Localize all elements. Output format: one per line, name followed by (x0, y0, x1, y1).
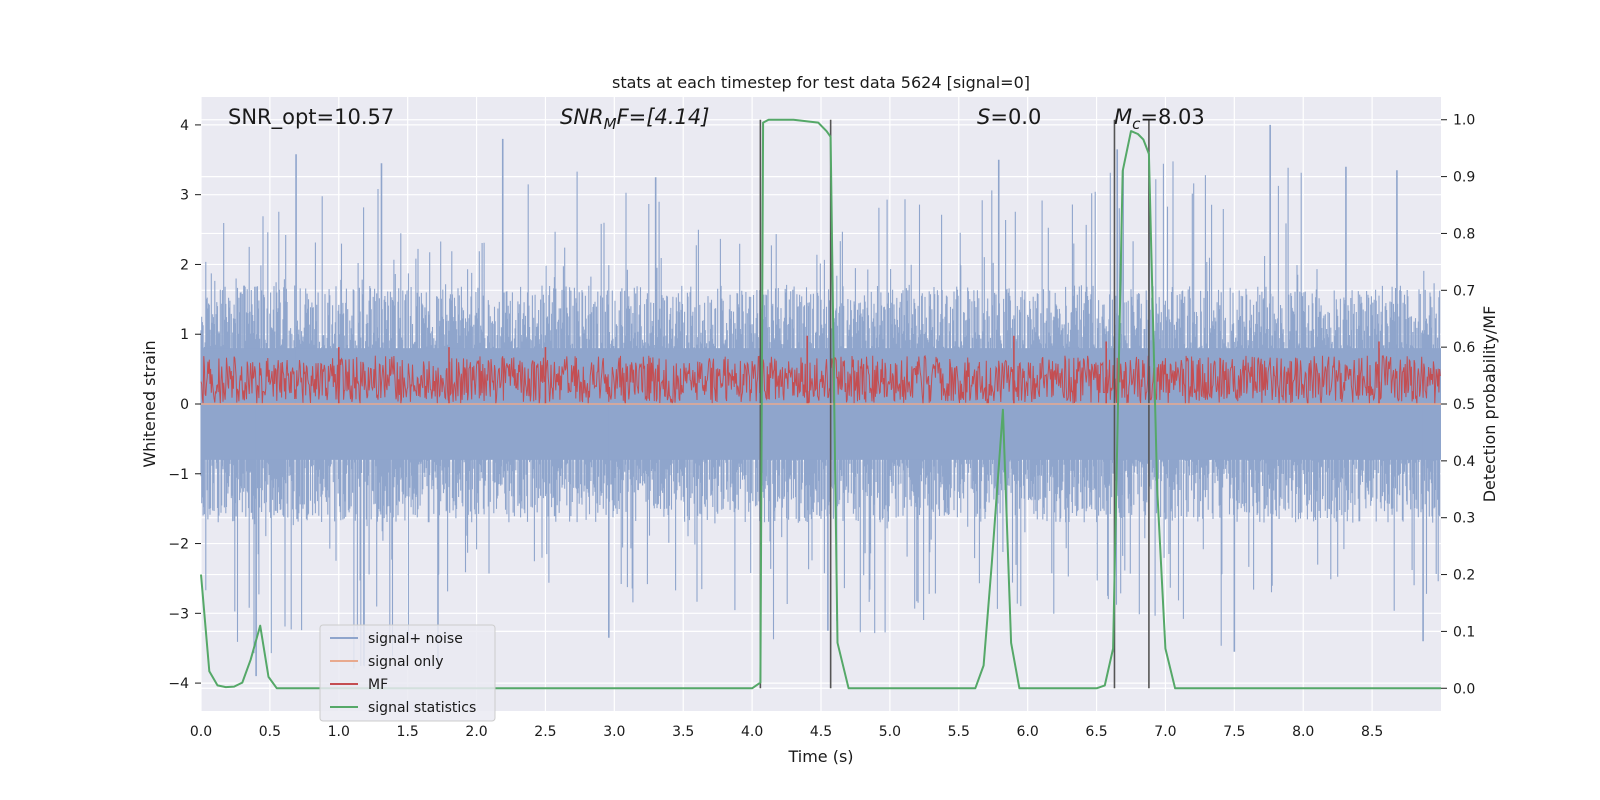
legend-label-signal-noise: signal+ noise (368, 631, 463, 647)
x-tick-label: 5.5 (948, 724, 970, 740)
y-right-tick-label: 0.1 (1453, 624, 1475, 640)
x-axis-label: Time (s) (787, 747, 853, 766)
legend-box (319, 624, 496, 722)
x-tick-label: 3.0 (603, 724, 625, 740)
annotation-snr-opt: SNR_opt=10.57 (228, 105, 394, 130)
legend: signal+ noise signal only MF signal stat… (319, 624, 496, 722)
x-ticks: 0.0 0.5 1.0 1.5 2.0 2.5 3.0 3.5 4.0 4.5 5.0 5.5 6.0 6… (190, 724, 1383, 740)
snr-mf-main: SNR (560, 105, 604, 129)
y-left-tick-label: −1 (168, 467, 189, 483)
legend-item-signal-only: signal only (330, 654, 443, 670)
y-right-tick-label: 0.0 (1453, 681, 1475, 697)
annotation-snr-mf: SNRMF=[4.14] (560, 105, 709, 133)
y-right-tick-label: 0.6 (1453, 340, 1475, 356)
y-right-tick-label: 0.3 (1453, 511, 1475, 527)
y-right-tick-label: 0.7 (1453, 283, 1475, 299)
mc-tail: =8.03 (1140, 105, 1204, 129)
x-tick-label: 2.0 (465, 724, 487, 740)
legend-item-mf: MF (330, 677, 388, 693)
x-tick-label: 6.0 (1017, 724, 1039, 740)
y-right-ticks: 0.0 0.1 0.2 0.3 0.4 0.5 0.6 0.7 0.8 0.9 1.0 (1441, 113, 1475, 697)
s-tail: =0.0 (990, 105, 1041, 129)
snr-mf-tail: F=[4.14] (617, 105, 710, 129)
line-layer (200, 118, 1441, 690)
x-tick-label: 8.5 (1361, 724, 1383, 740)
y-right-tick-label: 0.8 (1453, 226, 1475, 242)
x-tick-label: 8.0 (1292, 724, 1314, 740)
legend-item-signal-noise: signal+ noise (330, 631, 463, 647)
y-right-tick-label: 0.2 (1453, 568, 1475, 584)
annotation-mc: Mc=8.03 (1114, 105, 1205, 133)
y-axis-label-left: Whitened strain (140, 340, 159, 467)
y-left-tick-label: −2 (168, 537, 189, 553)
x-tick-label: 0.0 (190, 724, 212, 740)
y-right-tick-label: 0.4 (1453, 454, 1475, 470)
y-axis-label-right: Detection probability/MF (1480, 306, 1499, 503)
y-left-tick-label: 1 (180, 327, 189, 343)
x-tick-label: 4.5 (810, 724, 832, 740)
x-tick-label: 7.0 (1154, 724, 1176, 740)
mc-main: M (1114, 105, 1132, 129)
legend-label-signal-only: signal only (368, 654, 443, 670)
x-tick-label: 1.0 (328, 724, 350, 740)
x-tick-label: 7.5 (1223, 724, 1245, 740)
y-right-tick-label: 0.5 (1453, 397, 1475, 413)
s-main: S (977, 105, 990, 129)
x-tick-label: 3.5 (672, 724, 694, 740)
x-tick-label: 0.5 (259, 724, 281, 740)
y-left-tick-label: 2 (180, 257, 189, 273)
mf-band (200, 335, 1441, 405)
y-left-tick-label: 4 (180, 118, 189, 134)
annotation-s: S=0.0 (977, 105, 1041, 129)
legend-item-signal-statistics: signal statistics (330, 700, 476, 716)
y-right-tick-label: 0.9 (1453, 170, 1475, 186)
y-left-tick-label: 3 (180, 188, 189, 204)
x-tick-label: 4.0 (741, 724, 763, 740)
y-left-ticks: −4 −3 −2 −1 0 1 2 3 4 (168, 118, 201, 692)
y-left-tick-label: 0 (180, 397, 189, 413)
x-tick-label: 5.0 (879, 724, 901, 740)
y-right-tick-label: 1.0 (1453, 113, 1475, 129)
mf-trace (200, 354, 1441, 405)
mc-sub: c (1132, 115, 1141, 133)
y-left-tick-label: −4 (168, 676, 189, 692)
chart-title: stats at each timestep for test data 562… (612, 73, 1030, 92)
x-tick-label: 2.5 (534, 724, 556, 740)
x-tick-label: 1.5 (397, 724, 419, 740)
legend-label-signal-statistics: signal statistics (368, 700, 476, 716)
x-tick-label: 6.5 (1085, 724, 1107, 740)
y-left-tick-label: −3 (168, 606, 189, 622)
legend-label-mf: MF (368, 677, 388, 693)
snr-mf-sub: M (604, 115, 617, 133)
signal-statistics-line (200, 118, 1441, 690)
